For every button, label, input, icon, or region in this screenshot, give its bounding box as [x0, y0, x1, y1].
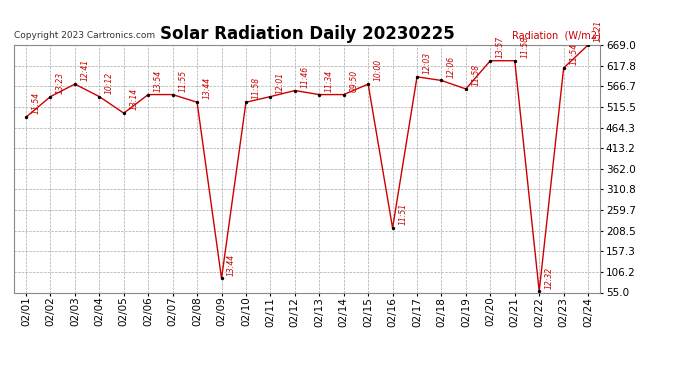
Text: 09:50: 09:50: [349, 70, 358, 92]
Point: [216, 275, 227, 281]
Text: 11:58: 11:58: [252, 77, 261, 99]
Point: [460, 86, 471, 92]
Point: [143, 92, 154, 98]
Point: [240, 99, 251, 105]
Text: 15:21: 15:21: [593, 20, 602, 42]
Text: 11:55: 11:55: [178, 70, 187, 92]
Text: 11:46: 11:46: [300, 66, 309, 88]
Text: 11:54: 11:54: [569, 43, 578, 65]
Text: 12:41: 12:41: [81, 59, 90, 81]
Text: 13:23: 13:23: [56, 72, 65, 94]
Point: [387, 225, 398, 231]
Text: 13:14: 13:14: [129, 88, 138, 110]
Point: [265, 94, 276, 100]
Text: 10:00: 10:00: [374, 59, 383, 81]
Text: Copyright 2023 Cartronics.com: Copyright 2023 Cartronics.com: [14, 31, 155, 40]
Text: 13:44: 13:44: [227, 254, 236, 276]
Text: 13:57: 13:57: [496, 36, 505, 58]
Point: [314, 92, 325, 98]
Point: [509, 58, 520, 64]
Point: [167, 92, 178, 98]
Point: [582, 42, 593, 48]
Text: 13:54: 13:54: [154, 70, 163, 92]
Point: [70, 81, 81, 87]
Point: [289, 87, 300, 93]
Text: 11:58: 11:58: [471, 64, 480, 86]
Text: 12:06: 12:06: [447, 56, 456, 78]
Point: [45, 94, 56, 100]
Point: [533, 288, 544, 294]
Point: [485, 58, 496, 64]
Point: [118, 110, 129, 116]
Text: 13:44: 13:44: [203, 77, 212, 99]
Point: [411, 74, 422, 80]
Text: 12:32: 12:32: [545, 266, 554, 288]
Point: [558, 65, 569, 71]
Text: Radiation  (W/m2): Radiation (W/m2): [511, 30, 600, 40]
Text: 12:03: 12:03: [422, 52, 431, 74]
Point: [21, 114, 32, 120]
Text: 11:51: 11:51: [398, 203, 407, 225]
Text: 10:12: 10:12: [105, 72, 114, 94]
Point: [192, 99, 203, 105]
Point: [436, 78, 447, 84]
Text: 11:58: 11:58: [520, 36, 529, 58]
Text: 11:54: 11:54: [32, 92, 41, 114]
Point: [94, 94, 105, 100]
Text: 12:01: 12:01: [276, 72, 285, 94]
Point: [338, 92, 349, 98]
Text: 11:34: 11:34: [325, 70, 334, 92]
Point: [363, 81, 374, 87]
Title: Solar Radiation Daily 20230225: Solar Radiation Daily 20230225: [159, 26, 455, 44]
